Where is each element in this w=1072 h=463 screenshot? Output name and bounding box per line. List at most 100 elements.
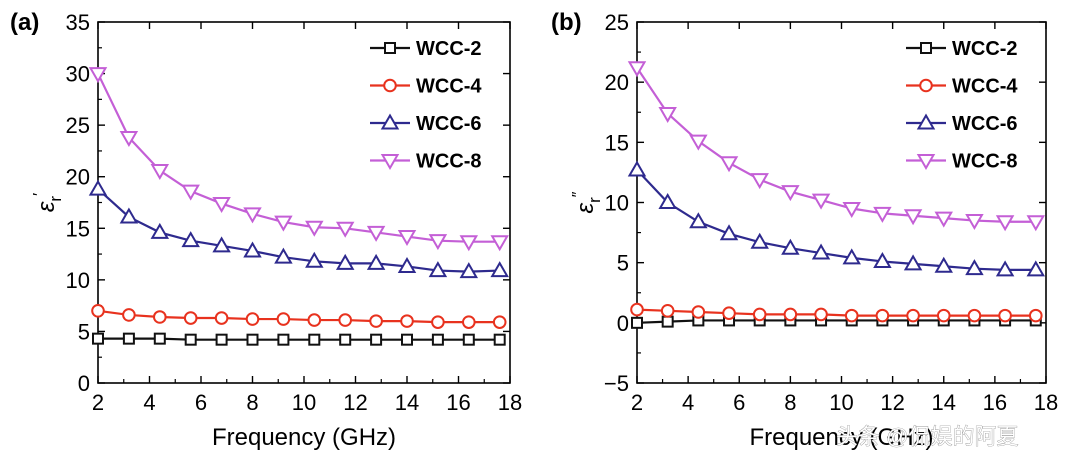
data-point-wcc-6 bbox=[150, 222, 170, 239]
data-point-wcc-6 bbox=[428, 261, 448, 278]
y-axis-title: εr′ bbox=[31, 193, 65, 212]
y-axis-prime: ′ bbox=[31, 193, 48, 196]
legend-label: WCC-4 bbox=[416, 76, 482, 98]
legend-marker bbox=[916, 154, 936, 171]
data-point-wcc-2 bbox=[661, 315, 674, 328]
data-point-wcc-2 bbox=[92, 332, 104, 345]
data-point-wcc-8 bbox=[811, 193, 831, 210]
y-tick-label: 15 bbox=[66, 216, 90, 241]
x-tick-label: 8 bbox=[246, 390, 258, 415]
data-point-wcc-4 bbox=[214, 311, 229, 325]
data-point-wcc-8 bbox=[305, 220, 324, 237]
data-point-wcc-6 bbox=[965, 259, 984, 276]
data-point-wcc-6 bbox=[627, 160, 647, 177]
data-point-wcc-8 bbox=[627, 61, 647, 78]
legend-label: WCC-6 bbox=[416, 113, 482, 135]
legend-label: WCC-8 bbox=[952, 151, 1018, 173]
data-point-wcc-8 bbox=[243, 207, 262, 224]
data-point-wcc-8 bbox=[689, 134, 708, 151]
x-tick-label: 2 bbox=[92, 390, 104, 415]
data-point-wcc-8 bbox=[459, 235, 479, 252]
data-point-wcc-4 bbox=[844, 308, 859, 323]
legend-marker bbox=[920, 42, 932, 54]
legend-label: WCC-8 bbox=[416, 151, 482, 173]
legend-marker bbox=[384, 42, 396, 54]
y-axis-symbol: ε bbox=[33, 201, 60, 212]
data-point-wcc-2 bbox=[215, 333, 228, 346]
data-point-wcc-4 bbox=[814, 307, 828, 322]
x-tick-label: 14 bbox=[395, 390, 419, 415]
data-point-wcc-6 bbox=[658, 192, 677, 209]
data-point-wcc-4 bbox=[630, 302, 644, 317]
y-tick-label: 5 bbox=[617, 251, 629, 276]
x-tick-label: 10 bbox=[292, 390, 316, 415]
data-point-wcc-8 bbox=[965, 214, 984, 231]
x-tick-label: 18 bbox=[1034, 390, 1058, 415]
chart-panel-a: 2 4 6 8 10 12 14 16 18 0 5 10 15 20 25 30 35 Frequency (G… bbox=[10, 9, 522, 451]
data-point-wcc-8 bbox=[335, 221, 355, 238]
data-point-wcc-4 bbox=[660, 304, 675, 318]
data-point-wcc-4 bbox=[338, 313, 353, 327]
data-point-wcc-8 bbox=[658, 106, 677, 123]
y-tick-label: 20 bbox=[66, 165, 90, 190]
x-tick-label: 16 bbox=[446, 390, 470, 415]
x-tick-label: 4 bbox=[143, 390, 155, 415]
data-point-wcc-8 bbox=[88, 67, 108, 84]
data-point-wcc-4 bbox=[967, 308, 982, 323]
data-point-wcc-6 bbox=[1026, 260, 1046, 277]
data-point-wcc-2 bbox=[631, 316, 643, 329]
data-point-wcc-6 bbox=[274, 247, 293, 264]
data-point-wcc-6 bbox=[119, 207, 139, 224]
data-point-wcc-4 bbox=[906, 308, 920, 323]
data-point-wcc-4 bbox=[369, 314, 383, 328]
data-point-wcc-8 bbox=[934, 211, 953, 228]
data-point-wcc-6 bbox=[934, 256, 953, 273]
data-point-wcc-8 bbox=[995, 215, 1015, 232]
data-point-wcc-8 bbox=[150, 164, 170, 181]
y-axis-prime: ″ bbox=[570, 191, 587, 197]
x-tick-label: 12 bbox=[343, 390, 367, 415]
data-point-wcc-8 bbox=[719, 156, 739, 173]
data-point-wcc-4 bbox=[122, 308, 136, 322]
x-tick-label: 10 bbox=[829, 390, 853, 415]
data-point-wcc-8 bbox=[428, 234, 448, 251]
data-point-wcc-6 bbox=[490, 261, 509, 278]
legend-marker bbox=[380, 154, 400, 171]
data-point-wcc-2 bbox=[122, 332, 135, 345]
data-point-wcc-4 bbox=[462, 315, 476, 329]
legend-marker bbox=[383, 78, 397, 93]
data-point-wcc-6 bbox=[181, 231, 200, 248]
data-point-wcc-6 bbox=[811, 243, 831, 260]
data-point-wcc-8 bbox=[366, 225, 386, 242]
x-tick-label: 6 bbox=[195, 390, 207, 415]
x-tick-label: 2 bbox=[631, 390, 643, 415]
data-point-wcc-6 bbox=[903, 254, 923, 271]
data-point-wcc-4 bbox=[691, 305, 706, 319]
data-point-wcc-6 bbox=[335, 253, 355, 270]
data-point-wcc-8 bbox=[490, 235, 509, 252]
data-point-wcc-2 bbox=[401, 333, 413, 346]
legend-marker bbox=[919, 78, 933, 93]
legend-label: WCC-6 bbox=[952, 113, 1018, 135]
data-point-wcc-8 bbox=[750, 173, 769, 190]
data-point-wcc-4 bbox=[752, 307, 767, 322]
data-point-wcc-2 bbox=[339, 333, 352, 346]
legend-label: WCC-2 bbox=[952, 38, 1018, 60]
data-point-wcc-6 bbox=[781, 238, 800, 255]
data-point-wcc-6 bbox=[366, 253, 386, 270]
x-axis-title: Frequency (GHz) bbox=[749, 424, 933, 451]
data-point-wcc-6 bbox=[212, 236, 231, 253]
data-point-wcc-2 bbox=[493, 333, 506, 346]
y-tick-label: 10 bbox=[605, 191, 629, 216]
data-point-wcc-6 bbox=[995, 260, 1015, 277]
data-point-wcc-6 bbox=[873, 251, 892, 268]
data-point-wcc-4 bbox=[1028, 308, 1043, 323]
panel-label-b: (b) bbox=[551, 9, 582, 36]
data-point-wcc-2 bbox=[370, 333, 383, 346]
data-point-wcc-4 bbox=[245, 312, 260, 326]
x-tick-label: 12 bbox=[880, 390, 904, 415]
data-point-wcc-4 bbox=[91, 304, 105, 318]
data-point-wcc-6 bbox=[689, 212, 708, 229]
data-point-wcc-8 bbox=[274, 215, 293, 232]
